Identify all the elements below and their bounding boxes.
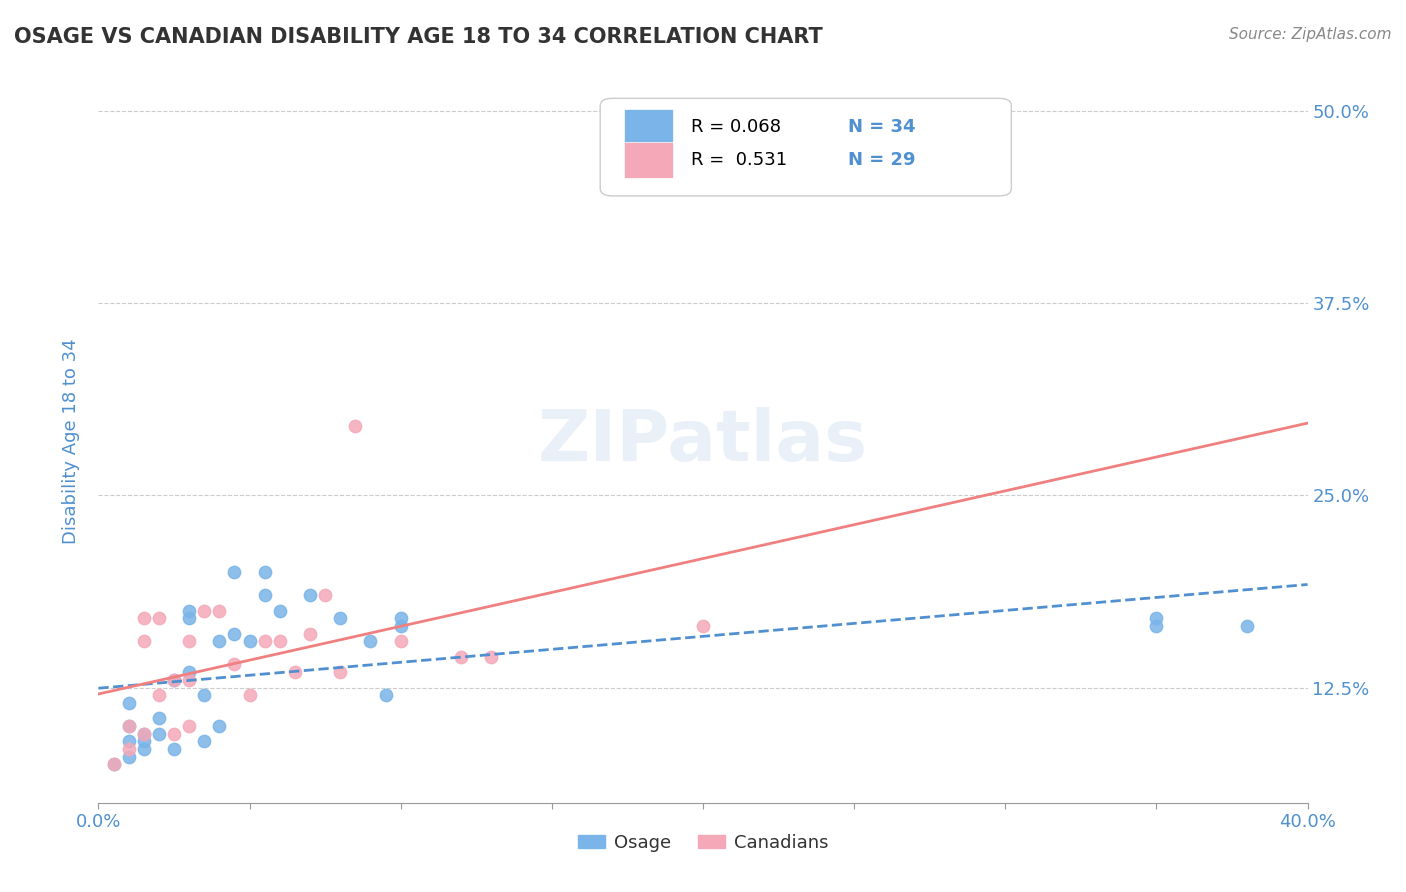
Point	[163, 742, 186, 756]
Point	[132, 726, 155, 740]
Point	[148, 711, 170, 725]
Point	[1236, 619, 1258, 633]
Point	[179, 673, 201, 687]
Point	[148, 726, 170, 740]
Point	[269, 604, 291, 618]
Point	[360, 634, 382, 648]
Point	[239, 634, 262, 648]
Point	[224, 626, 246, 640]
Point	[148, 611, 170, 625]
Point	[193, 734, 215, 748]
Point	[132, 611, 155, 625]
Point	[132, 634, 155, 648]
Point	[1144, 611, 1167, 625]
Text: N = 34: N = 34	[848, 119, 915, 136]
Point	[299, 588, 322, 602]
Point	[132, 734, 155, 748]
Point	[193, 604, 215, 618]
Point	[224, 657, 246, 672]
Point	[103, 757, 125, 772]
FancyBboxPatch shape	[624, 109, 672, 145]
Point	[148, 688, 170, 702]
Point	[269, 634, 291, 648]
Text: N = 29: N = 29	[848, 151, 915, 169]
Point	[179, 634, 201, 648]
Point	[253, 634, 276, 648]
Point	[239, 688, 262, 702]
Point	[163, 673, 186, 687]
Legend: Osage, Canadians: Osage, Canadians	[571, 826, 835, 859]
Text: R =  0.531: R = 0.531	[690, 151, 787, 169]
Point	[329, 665, 352, 680]
Text: OSAGE VS CANADIAN DISABILITY AGE 18 TO 34 CORRELATION CHART: OSAGE VS CANADIAN DISABILITY AGE 18 TO 3…	[14, 27, 823, 46]
Point	[118, 719, 141, 733]
Point	[163, 673, 186, 687]
FancyBboxPatch shape	[600, 98, 1011, 196]
Point	[208, 719, 231, 733]
Point	[118, 734, 141, 748]
Point	[179, 604, 201, 618]
Point	[103, 757, 125, 772]
Point	[389, 634, 412, 648]
Point	[299, 626, 322, 640]
Point	[344, 419, 367, 434]
Point	[179, 611, 201, 625]
Point	[253, 565, 276, 579]
Point	[118, 719, 141, 733]
Point	[481, 649, 503, 664]
Text: ZIPatlas: ZIPatlas	[538, 407, 868, 476]
Point	[208, 604, 231, 618]
Text: Source: ZipAtlas.com: Source: ZipAtlas.com	[1229, 27, 1392, 42]
Point	[208, 634, 231, 648]
Point	[450, 649, 472, 664]
Point	[179, 665, 201, 680]
Point	[118, 749, 141, 764]
Point	[374, 688, 396, 702]
Point	[132, 726, 155, 740]
Point	[329, 611, 352, 625]
Point	[1144, 619, 1167, 633]
Point	[253, 588, 276, 602]
Point	[389, 611, 412, 625]
Point	[118, 696, 141, 710]
FancyBboxPatch shape	[624, 142, 672, 178]
Point	[179, 719, 201, 733]
Point	[224, 565, 246, 579]
Point	[389, 619, 412, 633]
Point	[314, 588, 336, 602]
Point	[163, 726, 186, 740]
Point	[692, 619, 714, 633]
Point	[118, 742, 141, 756]
Text: R = 0.068: R = 0.068	[690, 119, 780, 136]
Point	[284, 665, 307, 680]
Y-axis label: Disability Age 18 to 34: Disability Age 18 to 34	[62, 339, 80, 544]
Point	[132, 742, 155, 756]
Point	[193, 688, 215, 702]
